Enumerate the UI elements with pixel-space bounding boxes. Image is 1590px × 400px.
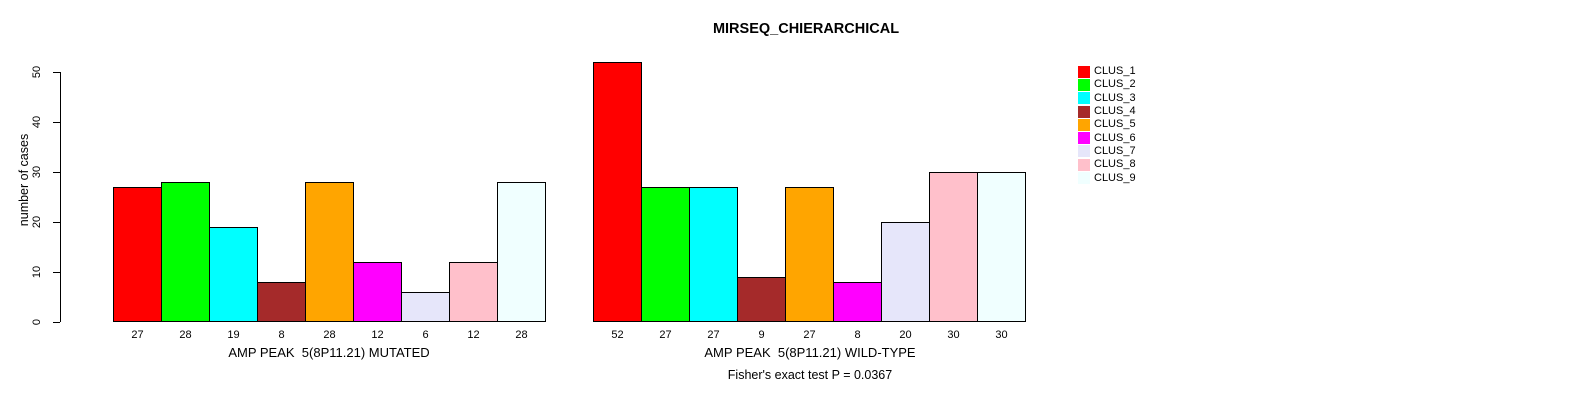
bar-clus_8 [449, 262, 498, 322]
y-tick-label: 0 [31, 318, 43, 326]
legend-swatch [1078, 92, 1090, 105]
bar-value-label: 8 [278, 329, 285, 341]
legend-label: CLUS_1 [1094, 65, 1136, 78]
bar-clus_3 [689, 187, 738, 322]
legend-label: CLUS_8 [1094, 158, 1136, 171]
bar-value-label: 28 [323, 329, 336, 341]
bar-value-label: 30 [995, 329, 1008, 341]
bar-clus_8 [929, 172, 978, 322]
legend-label: CLUS_3 [1094, 91, 1136, 104]
bar-value-label: 28 [179, 329, 192, 341]
legend-item: CLUS_5 [1078, 118, 1136, 131]
legend-item: CLUS_7 [1078, 145, 1136, 158]
bar-clus_1 [113, 187, 162, 322]
y-tick [53, 322, 60, 323]
bar-value-label: 27 [803, 329, 816, 341]
y-tick [53, 122, 60, 123]
bar-clus_2 [161, 182, 210, 322]
legend-label: CLUS_2 [1094, 78, 1136, 91]
bar-clus_7 [401, 292, 450, 322]
chart-title: MIRSEQ_CHIERARCHICAL [712, 21, 900, 37]
bar-clus_6 [353, 262, 402, 322]
bar-clus_5 [785, 187, 834, 322]
legend: CLUS_1 CLUS_2 CLUS_3 CLUS_4 CLUS_5 CLUS_6 CLUS… [1078, 65, 1136, 185]
y-tick-label: 40 [31, 115, 43, 129]
x-axis-label-wildtype: AMP PEAK 5(8P11.21) WILD-TYPE [704, 345, 916, 360]
bar-clus_4 [737, 277, 786, 322]
bar-value-label: 30 [947, 329, 960, 341]
bar-clus_9 [977, 172, 1026, 322]
legend-swatch [1078, 145, 1090, 158]
bar-clus_3 [209, 227, 258, 322]
y-tick-label: 20 [31, 215, 43, 229]
legend-item: CLUS_1 [1078, 65, 1136, 78]
legend-label: CLUS_6 [1094, 131, 1136, 144]
y-tick [53, 272, 60, 273]
bar-clus_9 [497, 182, 546, 322]
bar-clus_1 [593, 62, 642, 322]
legend-label: CLUS_4 [1094, 105, 1136, 118]
legend-swatch [1078, 78, 1090, 91]
bar-clus_6 [833, 282, 882, 322]
bar-value-label: 9 [758, 329, 765, 341]
bar-value-label: 12 [371, 329, 384, 341]
bar-value-label: 27 [131, 329, 144, 341]
legend-swatch [1078, 105, 1090, 118]
bar-value-label: 12 [467, 329, 480, 341]
bar-value-label: 27 [659, 329, 672, 341]
legend-item: CLUS_4 [1078, 105, 1136, 118]
x-axis-label-mutated: AMP PEAK 5(8P11.21) MUTATED [228, 345, 430, 360]
legend-item: CLUS_9 [1078, 171, 1136, 185]
y-tick [53, 222, 60, 223]
bar-clus_2 [641, 187, 690, 322]
legend-swatch [1078, 118, 1090, 131]
legend-swatch [1078, 158, 1090, 171]
y-tick [53, 72, 60, 73]
legend-label: CLUS_5 [1094, 118, 1136, 131]
bar-value-label: 19 [227, 329, 240, 341]
legend-item: CLUS_3 [1078, 92, 1136, 105]
y-tick [53, 172, 60, 173]
bar-clus_7 [881, 222, 930, 322]
legend-swatch [1078, 65, 1090, 78]
legend-swatch [1078, 132, 1090, 145]
legend-item: CLUS_2 [1078, 78, 1136, 91]
legend-label: CLUS_9 [1094, 171, 1136, 184]
bar-value-label: 8 [854, 329, 861, 341]
bar-value-label: 52 [611, 329, 624, 341]
legend-label: CLUS_7 [1094, 144, 1136, 157]
legend-swatch [1078, 172, 1090, 185]
bar-value-label: 27 [707, 329, 720, 341]
y-tick-label: 30 [31, 165, 43, 179]
legend-item: CLUS_6 [1078, 131, 1136, 145]
bar-value-label: 20 [899, 329, 912, 341]
bar-value-label: 6 [422, 329, 429, 341]
y-tick-label: 50 [31, 65, 43, 79]
bar-clus_5 [305, 182, 354, 322]
y-axis [60, 72, 61, 322]
stat-annotation: Fisher's exact test P = 0.0367 [727, 368, 893, 382]
bar-value-label: 28 [515, 329, 528, 341]
y-axis-label: number of cases [17, 133, 31, 227]
y-tick-label: 10 [31, 265, 43, 279]
bar-clus_4 [257, 282, 306, 322]
legend-item: CLUS_8 [1078, 158, 1136, 171]
